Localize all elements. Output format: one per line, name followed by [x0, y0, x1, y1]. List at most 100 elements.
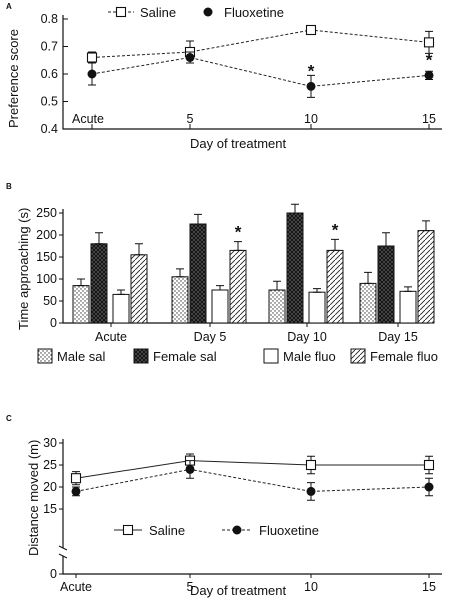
panel-c-legend-marker — [122, 524, 134, 536]
panel-b-ylabel: Time approaching (s) — [16, 208, 31, 330]
panel-c-ytick-label: 20 — [43, 480, 57, 494]
panel-a-ytick-label: 0.8 — [41, 12, 58, 26]
panel-b-legend-swatch — [350, 348, 366, 364]
panel-a-ytick-label: 0.7 — [41, 40, 58, 54]
panel-c-point — [306, 486, 316, 496]
panel-a-point — [306, 81, 316, 91]
panel-b-error-bar — [135, 243, 143, 256]
panel-c-point — [423, 459, 435, 471]
panel-b-error-bar — [176, 268, 184, 278]
panel-a-significance-star: * — [308, 61, 315, 80]
panel-b-error-bar — [77, 278, 85, 287]
panel-b-bar — [359, 282, 377, 324]
panel-c-legend: Saline Fluoxetine — [114, 523, 319, 538]
panel-b-xtick-label: Acute — [95, 330, 127, 344]
panel-c-legend-label: Saline — [149, 523, 185, 538]
panel-b-bar — [268, 289, 286, 324]
panel-a-point — [185, 53, 195, 62]
panel-b-ytick-label: 0 — [50, 316, 57, 330]
panel-b-error-bar — [422, 220, 430, 232]
panel-b-significance-star: * — [235, 223, 242, 242]
panel-a-plot: ** — [86, 24, 435, 98]
panel-c-axis-break — [58, 545, 68, 559]
panel-b-ytick-label: 100 — [36, 272, 57, 286]
panel-a-point — [305, 24, 317, 36]
panel-b-error-bar — [216, 285, 224, 291]
panel-a-xtick-label: 15 — [422, 112, 436, 126]
panel-c-xtick-label: Acute — [60, 580, 92, 594]
panel-b-legend-label: Male fluo — [283, 349, 336, 364]
panel-b-legend-label: Female sal — [153, 349, 217, 364]
panel-a-point — [423, 37, 435, 48]
panel-b-error-bar — [273, 280, 281, 291]
panel-label-c: C — [6, 414, 12, 423]
panel-c-point — [71, 486, 81, 496]
panel-b-bar — [326, 249, 344, 324]
panel-c-xtick-label: 5 — [187, 580, 194, 594]
panel-b-error-bar — [291, 203, 299, 214]
panel-b-error-bar — [331, 238, 339, 251]
panel-a-series-line — [91, 56, 430, 87]
panel-b-bar — [90, 243, 108, 324]
panel-a-significance-star: * — [426, 50, 433, 69]
panel-a-point — [86, 52, 98, 63]
panel-c-ytick-label: 0 — [50, 567, 57, 581]
panel-b-legend-label: Female fluo — [370, 349, 438, 364]
panel-c-point — [70, 473, 82, 484]
panel-a-point — [424, 70, 434, 80]
panel-c-series-line — [75, 468, 430, 492]
panel-a-xlabel: Day of treatment — [190, 136, 286, 151]
panel-b-error-bar — [95, 232, 103, 245]
panel-a-axes: 0.4 0.5 0.6 0.7 0.8 Acute 5 10 15 — [41, 12, 442, 136]
panel-b-bar — [72, 285, 90, 324]
panel-a-axis-lines — [62, 15, 442, 130]
panel-a-legend-label: Saline — [140, 5, 176, 20]
panel-b-bar — [130, 254, 148, 324]
panel-b-significance-star: * — [332, 220, 339, 239]
panel-c-ytick-label: 25 — [43, 458, 57, 472]
panel-c: C Distance moved (m) Day of treatment 0 1… — [6, 414, 442, 598]
panel-a-point — [87, 69, 97, 79]
panel-b-axes: 0 50 100 150 200 250 Acute Day 5 Day 10 Day 15 — [36, 206, 430, 344]
panel-c-point — [185, 464, 195, 474]
panel-b-error-bar — [313, 288, 321, 293]
panel-c-ylabel: Distance moved (m) — [26, 440, 41, 556]
panel-b-ytick-label: 50 — [43, 294, 57, 308]
panel-a-ytick-label: 0.5 — [41, 95, 58, 109]
panel-b-bar — [189, 223, 207, 324]
panel-b: B Time approaching (s) 0 50 100 150 200 250 Ac… — [6, 182, 438, 364]
panel-b-error-bar — [404, 286, 412, 292]
panel-a-series-line — [91, 29, 430, 58]
panel-b-legend-swatch — [133, 348, 149, 364]
panel-b-xtick-label: Day 15 — [378, 330, 418, 344]
panel-c-xtick-label: 10 — [304, 580, 318, 594]
panel-a-legend-label: Fluoxetine — [224, 5, 284, 20]
panel-b-bar — [171, 276, 189, 324]
panel-b-ytick-label: 200 — [36, 228, 57, 242]
panel-b-xtick-label: Day 10 — [287, 330, 327, 344]
panel-b-error-bar — [364, 271, 372, 284]
panel-a-legend-marker — [203, 7, 213, 17]
panel-c-ytick-label: 30 — [43, 436, 57, 450]
panel-a-ytick-label: 0.4 — [41, 122, 58, 136]
panel-b-xtick-label: Day 5 — [194, 330, 227, 344]
panel-c-legend-marker — [232, 525, 242, 535]
panel-c-xtick-label: 15 — [422, 580, 436, 594]
panel-b-bar — [112, 293, 130, 324]
panel-c-point — [424, 482, 434, 492]
panel-label-b: B — [6, 182, 12, 191]
panel-a-legend: Saline Fluoxetine — [108, 5, 284, 20]
panel-b-error-bar — [382, 232, 390, 247]
panel-b-legend-label: Male sal — [57, 349, 106, 364]
panel-c-point — [305, 459, 317, 471]
panel-c-series-line — [75, 460, 429, 479]
panel-a-ylabel: Preference score — [6, 29, 21, 128]
panel-c-axes: 0 15 20 25 30 Acute 5 10 15 — [43, 436, 442, 594]
panel-c-plot — [70, 453, 435, 501]
panel-b-legend-swatch — [263, 348, 279, 364]
panel-b-ytick-label: 150 — [36, 250, 57, 264]
panel-b-ytick-label: 250 — [36, 206, 57, 220]
panel-b-bar — [308, 291, 326, 324]
panel-b-bar — [286, 212, 304, 324]
